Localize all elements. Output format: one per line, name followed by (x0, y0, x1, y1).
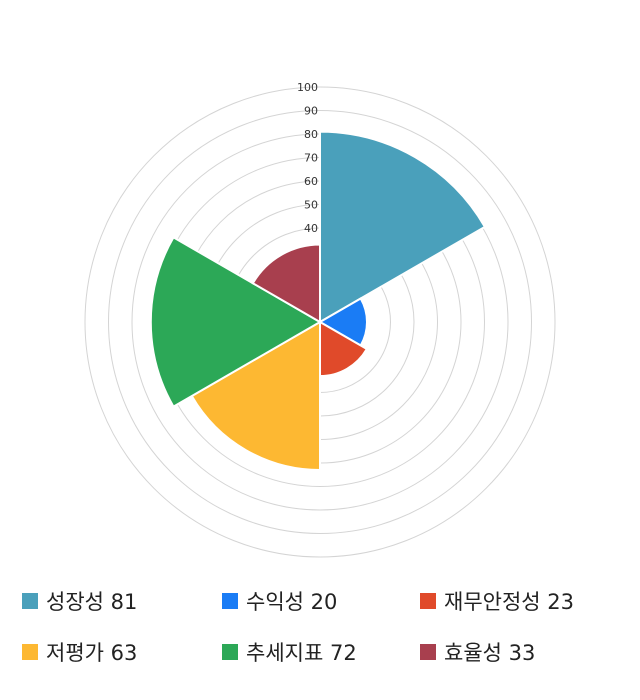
legend-item-undervaluation[interactable]: 저평가 63 (22, 637, 137, 667)
legend-swatch (420, 644, 436, 660)
slice-0[interactable] (319, 130, 487, 324)
slice-4[interactable] (149, 236, 322, 408)
tick-label: 100 (297, 81, 318, 94)
legend-swatch (22, 593, 38, 609)
legend-swatch (420, 593, 436, 609)
tick-label: 80 (304, 128, 318, 141)
slice-3[interactable] (190, 320, 321, 472)
tick-label: 40 (304, 222, 318, 235)
legend-swatch (222, 644, 238, 660)
tick-label: 50 (304, 199, 318, 212)
legend-item-trend-indicator[interactable]: 추세지표 72 (222, 637, 357, 667)
slice-5[interactable] (251, 243, 321, 324)
grid-ring (84, 86, 556, 558)
legend-item-efficiency[interactable]: 효율성 33 (420, 637, 535, 667)
legend-label: 재무안정성 23 (444, 590, 574, 614)
legend-item-profitability[interactable]: 수익성 20 (222, 586, 337, 616)
chart-legend: 성장성 81 수익성 20 재무안정성 23 저평가 63 추세지표 72 효율… (0, 578, 640, 688)
tick-label: 70 (304, 152, 318, 165)
legend-label: 추세지표 72 (246, 641, 357, 665)
legend-item-growth[interactable]: 성장성 81 (22, 586, 137, 616)
tick-label: 90 (304, 105, 318, 118)
legend-label: 저평가 63 (46, 641, 138, 665)
legend-label: 성장성 81 (46, 590, 138, 614)
grid-ring (108, 110, 532, 534)
legend-swatch (22, 644, 38, 660)
legend-label: 수익성 20 (246, 590, 338, 614)
chart-slices (149, 130, 487, 472)
legend-item-financial-stability[interactable]: 재무안정성 23 (420, 586, 574, 616)
tick-label: 60 (304, 175, 318, 188)
chart-canvas: 40 50 60 70 80 90 100 (84, 81, 556, 558)
legend-swatch (222, 593, 238, 609)
slice-2[interactable] (319, 320, 369, 378)
radial-tick-labels: 40 50 60 70 80 90 100 (297, 81, 318, 235)
legend-label: 효율성 33 (444, 641, 536, 665)
